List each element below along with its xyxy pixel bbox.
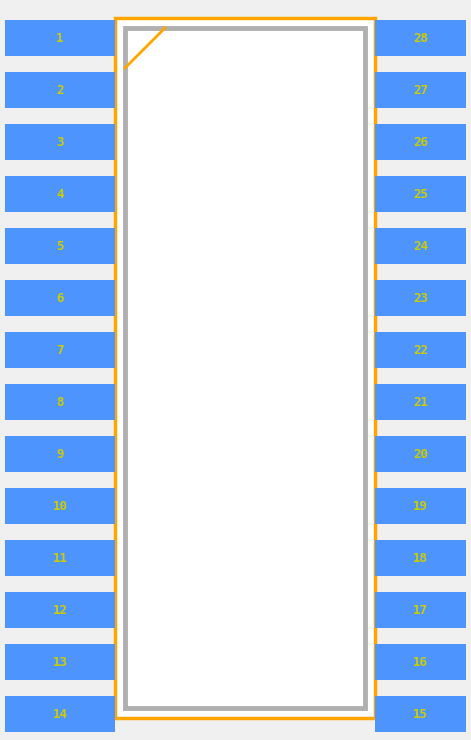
Text: 27: 27 bbox=[413, 84, 428, 96]
Bar bbox=[375, 696, 466, 732]
Bar bbox=[5, 72, 115, 108]
Text: 20: 20 bbox=[413, 448, 428, 460]
Bar bbox=[375, 592, 466, 628]
Bar bbox=[5, 124, 115, 160]
Bar bbox=[5, 488, 115, 524]
Bar bbox=[375, 540, 466, 576]
Text: 11: 11 bbox=[52, 551, 67, 565]
Bar bbox=[375, 20, 466, 56]
Text: 3: 3 bbox=[56, 135, 64, 149]
Text: 1: 1 bbox=[56, 32, 64, 44]
Bar bbox=[5, 20, 115, 56]
Text: 17: 17 bbox=[413, 604, 428, 616]
Text: 22: 22 bbox=[413, 343, 428, 357]
Bar bbox=[5, 436, 115, 472]
Text: 23: 23 bbox=[413, 292, 428, 304]
Text: 7: 7 bbox=[56, 343, 64, 357]
Text: 16: 16 bbox=[413, 656, 428, 668]
Text: 8: 8 bbox=[56, 395, 64, 408]
Bar bbox=[375, 436, 466, 472]
Bar bbox=[5, 228, 115, 264]
Text: 10: 10 bbox=[52, 500, 67, 513]
Bar bbox=[375, 72, 466, 108]
Text: 25: 25 bbox=[413, 187, 428, 201]
Bar bbox=[375, 384, 466, 420]
Bar bbox=[5, 540, 115, 576]
Text: 15: 15 bbox=[413, 707, 428, 721]
Bar bbox=[5, 332, 115, 368]
Bar bbox=[5, 696, 115, 732]
Bar bbox=[5, 644, 115, 680]
Bar bbox=[375, 280, 466, 316]
Text: 24: 24 bbox=[413, 240, 428, 252]
Bar bbox=[5, 384, 115, 420]
Bar bbox=[375, 332, 466, 368]
Bar bbox=[5, 176, 115, 212]
Bar bbox=[5, 280, 115, 316]
Bar bbox=[375, 644, 466, 680]
Text: 14: 14 bbox=[52, 707, 67, 721]
Text: 6: 6 bbox=[56, 292, 64, 304]
Bar bbox=[375, 176, 466, 212]
Text: 19: 19 bbox=[413, 500, 428, 513]
Text: 12: 12 bbox=[52, 604, 67, 616]
Text: 26: 26 bbox=[413, 135, 428, 149]
Text: 9: 9 bbox=[56, 448, 64, 460]
Text: 13: 13 bbox=[52, 656, 67, 668]
Bar bbox=[5, 592, 115, 628]
Bar bbox=[115, 18, 375, 718]
Text: 2: 2 bbox=[56, 84, 64, 96]
Text: 28: 28 bbox=[413, 32, 428, 44]
Bar bbox=[125, 28, 365, 708]
Bar bbox=[375, 488, 466, 524]
Text: 5: 5 bbox=[56, 240, 64, 252]
Bar bbox=[375, 228, 466, 264]
Text: 21: 21 bbox=[413, 395, 428, 408]
Text: 18: 18 bbox=[413, 551, 428, 565]
Bar bbox=[375, 124, 466, 160]
Text: 4: 4 bbox=[56, 187, 64, 201]
